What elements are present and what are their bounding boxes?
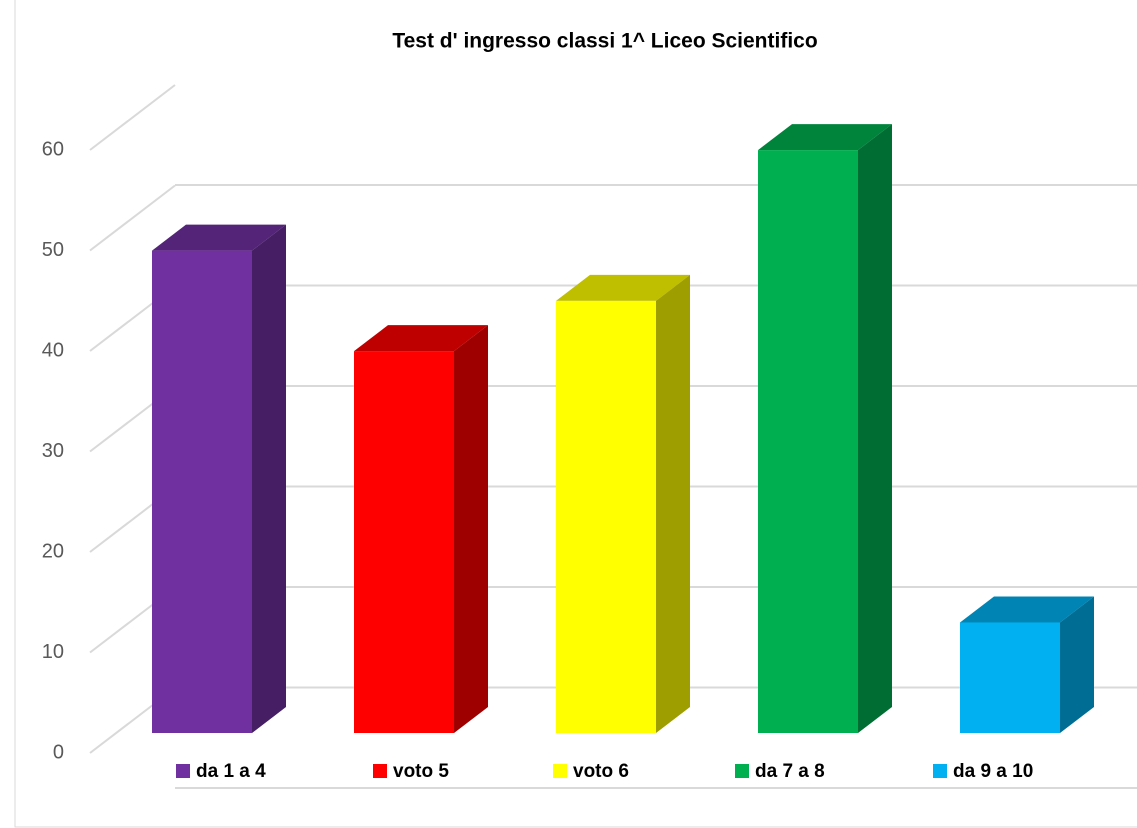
legend-swatch [933, 764, 947, 778]
bar-top [556, 274, 690, 301]
bar-top [354, 325, 488, 352]
bar-side [858, 124, 892, 734]
bar-top [152, 224, 286, 251]
legend-label: da 7 a 8 [755, 761, 825, 782]
bar-side [252, 224, 286, 733]
legend-label: voto 6 [573, 761, 629, 782]
legend-swatch [373, 764, 387, 778]
bar [556, 300, 656, 733]
grid-line-side [89, 84, 176, 151]
grid-line-side [89, 184, 176, 252]
legend-label: da 9 a 10 [953, 761, 1033, 782]
legend-swatch [735, 764, 749, 778]
chart-title: Test d' ingresso classi 1^ Liceo Scienti… [392, 30, 817, 53]
legend-label: da 1 a 4 [196, 761, 266, 782]
bar [354, 351, 454, 733]
legend-label: voto 5 [393, 761, 449, 782]
y-tick-label: 10 [42, 641, 64, 663]
bar-side [656, 274, 690, 733]
y-tick-label: 50 [42, 239, 64, 261]
y-tick-label: 60 [42, 138, 64, 160]
legend-swatch [553, 764, 567, 778]
bar-side [454, 325, 488, 733]
bar [960, 622, 1060, 733]
bar-side [1060, 596, 1094, 733]
legend-swatch [176, 764, 190, 778]
bar-top [758, 124, 892, 151]
bar-top [960, 596, 1094, 623]
y-tick-label: 0 [53, 741, 64, 763]
y-tick-label: 20 [42, 540, 64, 562]
bar [758, 150, 858, 734]
y-tick-label: 40 [42, 339, 64, 361]
y-tick-label: 30 [42, 440, 64, 462]
bar [152, 250, 252, 733]
